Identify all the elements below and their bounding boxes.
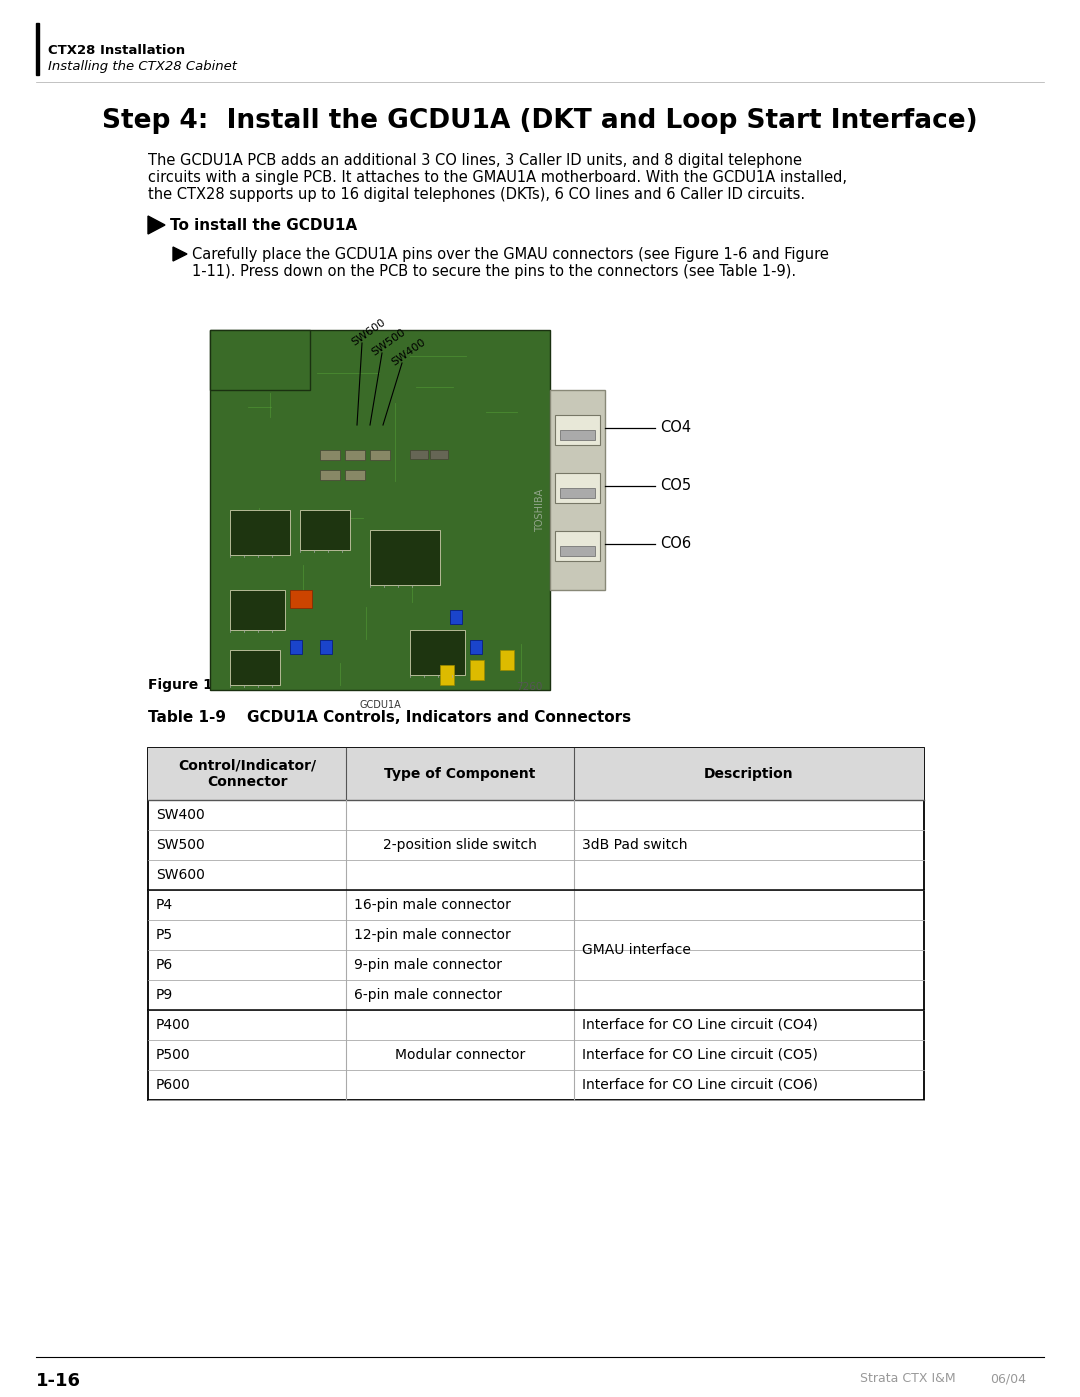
Bar <box>410 630 465 675</box>
Bar <box>370 529 440 585</box>
Text: SW600: SW600 <box>350 317 388 348</box>
Bar <box>210 330 310 390</box>
Text: To install the GCDU1A: To install the GCDU1A <box>170 218 357 233</box>
Text: CO4: CO4 <box>660 419 691 434</box>
Text: Description: Description <box>704 767 794 781</box>
Text: P600: P600 <box>156 1078 191 1092</box>
Text: SW400: SW400 <box>156 807 205 821</box>
Text: Installing the CTX28 Cabinet: Installing the CTX28 Cabinet <box>48 60 237 73</box>
Text: 9-pin male connector: 9-pin male connector <box>354 958 502 972</box>
Bar <box>561 430 595 440</box>
Bar <box>555 531 600 562</box>
Text: Carefully place the GCDU1A pins over the GMAU connectors (see Figure 1-6 and Fig: Carefully place the GCDU1A pins over the… <box>192 247 828 263</box>
Polygon shape <box>148 217 165 235</box>
Bar <box>345 450 365 460</box>
Text: GMAU interface: GMAU interface <box>582 943 691 957</box>
Text: SW400: SW400 <box>390 337 428 367</box>
Text: 16-pin male connector: 16-pin male connector <box>354 898 511 912</box>
Bar <box>148 747 924 1099</box>
Text: CO6: CO6 <box>660 535 691 550</box>
Text: 6-pin male connector: 6-pin male connector <box>354 988 502 1002</box>
Text: Interface for CO Line circuit (CO6): Interface for CO Line circuit (CO6) <box>582 1078 818 1092</box>
Bar <box>470 659 484 680</box>
Text: P6: P6 <box>156 958 173 972</box>
Text: Control/Indicator/
Connector: Control/Indicator/ Connector <box>178 759 316 789</box>
Bar <box>440 665 454 685</box>
Bar <box>291 590 312 608</box>
Text: SW600: SW600 <box>156 868 205 882</box>
Bar <box>555 415 600 446</box>
Text: TOSHIBA: TOSHIBA <box>535 489 545 532</box>
Text: GCDU1A: GCDU1A <box>360 700 401 710</box>
Bar <box>320 640 332 654</box>
Bar <box>300 510 350 550</box>
Text: 12-pin male connector: 12-pin male connector <box>354 928 511 942</box>
Bar <box>561 546 595 556</box>
Bar <box>320 450 340 460</box>
Bar <box>500 650 514 671</box>
Bar <box>550 390 605 590</box>
Text: P9: P9 <box>156 988 173 1002</box>
Text: 1-11). Press down on the PCB to secure the pins to the connectors (see Table 1-9: 1-11). Press down on the PCB to secure t… <box>192 264 796 279</box>
Bar <box>230 510 291 555</box>
Text: Interface for CO Line circuit (CO5): Interface for CO Line circuit (CO5) <box>582 1048 818 1062</box>
Text: 06/04: 06/04 <box>990 1372 1026 1384</box>
Bar <box>291 640 302 654</box>
Bar <box>430 450 448 460</box>
Bar <box>370 450 390 460</box>
Text: Figure 1-11  GCDU1A PCB: Figure 1-11 GCDU1A PCB <box>148 678 349 692</box>
Text: CO5: CO5 <box>660 478 691 493</box>
Text: 1-16: 1-16 <box>36 1372 81 1390</box>
Bar <box>345 469 365 481</box>
Text: SW500: SW500 <box>370 327 408 358</box>
Text: the CTX28 supports up to 16 digital telephones (DKTs), 6 CO lines and 6 Caller I: the CTX28 supports up to 16 digital tele… <box>148 187 805 203</box>
Bar <box>410 450 428 460</box>
Text: P400: P400 <box>156 1018 191 1032</box>
Polygon shape <box>173 247 187 261</box>
Bar <box>148 747 924 800</box>
Bar <box>450 610 462 624</box>
Text: CTX28 Installation: CTX28 Installation <box>48 43 185 57</box>
Text: SW500: SW500 <box>156 838 205 852</box>
Bar <box>210 330 550 690</box>
Bar <box>555 474 600 503</box>
Bar <box>470 640 482 654</box>
Text: Modular connector: Modular connector <box>395 1048 525 1062</box>
Bar <box>561 488 595 497</box>
Text: Type of Component: Type of Component <box>384 767 536 781</box>
Text: circuits with a single PCB. It attaches to the GMAU1A motherboard. With the GCDU: circuits with a single PCB. It attaches … <box>148 170 847 184</box>
Text: Interface for CO Line circuit (CO4): Interface for CO Line circuit (CO4) <box>582 1018 818 1032</box>
Text: 3dB Pad switch: 3dB Pad switch <box>582 838 688 852</box>
Text: P500: P500 <box>156 1048 191 1062</box>
Bar <box>230 650 280 685</box>
Text: 7260: 7260 <box>515 682 542 692</box>
Bar <box>230 590 285 630</box>
Bar <box>36 22 39 75</box>
Text: P5: P5 <box>156 928 173 942</box>
Bar <box>320 469 340 481</box>
Text: Strata CTX I&M: Strata CTX I&M <box>860 1372 956 1384</box>
Text: P4: P4 <box>156 898 173 912</box>
Text: Step 4:  Install the GCDU1A (DKT and Loop Start Interface): Step 4: Install the GCDU1A (DKT and Loop… <box>103 108 977 134</box>
Text: Table 1-9    GCDU1A Controls, Indicators and Connectors: Table 1-9 GCDU1A Controls, Indicators an… <box>148 710 631 725</box>
Text: 2-position slide switch: 2-position slide switch <box>383 838 537 852</box>
Text: The GCDU1A PCB adds an additional 3 CO lines, 3 Caller ID units, and 8 digital t: The GCDU1A PCB adds an additional 3 CO l… <box>148 154 802 168</box>
